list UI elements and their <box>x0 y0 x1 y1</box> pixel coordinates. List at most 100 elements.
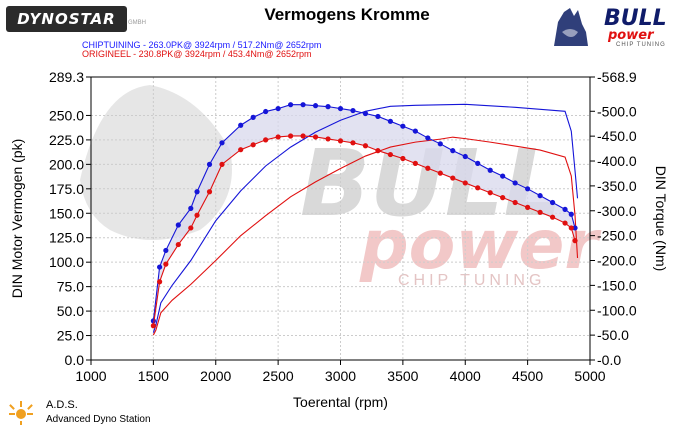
y-right-tick-label: -150.0 <box>597 277 637 293</box>
data-point-power-chiptuining <box>487 167 493 173</box>
data-point-power-chiptuining <box>325 104 331 110</box>
data-point-power-chiptuining <box>337 105 344 112</box>
ads-title: A.D.S. <box>46 399 78 411</box>
y-left-tick-label: 175.0 <box>49 181 84 197</box>
data-point-power-origineel <box>163 261 169 267</box>
y-left-tick-label: 250.0 <box>49 107 84 123</box>
data-point-power-origineel <box>512 199 518 206</box>
data-point-power-origineel <box>300 133 306 139</box>
y-right-axis-label: DIN Torque (Nm) <box>653 166 669 272</box>
data-point-power-chiptuining <box>175 222 181 228</box>
data-point-power-origineel <box>487 190 493 196</box>
x-tick-label: 2500 <box>263 368 294 384</box>
data-point-power-chiptuining <box>412 128 418 134</box>
data-point-power-chiptuining <box>250 114 256 121</box>
data-point-power-chiptuining <box>562 206 568 212</box>
y-right-tick-label: -400.0 <box>597 153 637 169</box>
y-left-tick-label: 75.0 <box>57 279 84 295</box>
data-point-power-chiptuining <box>238 122 244 128</box>
x-tick-label: 1500 <box>138 368 169 384</box>
data-point-power-chiptuining <box>362 110 369 117</box>
data-point-power-chiptuining <box>219 140 225 146</box>
y-left-tick-label: 150.0 <box>49 205 84 221</box>
watermark-chiptuning: CHIP TUNING <box>398 272 545 289</box>
power-gain-area <box>153 104 576 326</box>
data-point-power-chiptuining <box>194 189 200 195</box>
data-point-power-origineel <box>288 133 294 139</box>
data-point-power-origineel <box>549 214 556 220</box>
power-logo-text: power <box>608 28 654 43</box>
data-point-power-origineel <box>337 138 344 144</box>
data-point-power-chiptuining <box>263 108 269 115</box>
data-point-power-chiptuining <box>300 102 306 108</box>
x-tick-label: 5000 <box>574 368 605 384</box>
data-point-power-origineel <box>462 180 468 186</box>
grid <box>90 76 591 361</box>
data-point-power-origineel <box>400 155 406 162</box>
y-right-tick-label: -350.0 <box>597 178 637 194</box>
data-point-power-origineel <box>537 209 543 215</box>
y-right-tick-label: -450.0 <box>597 128 637 144</box>
data-point-power-chiptuining <box>437 141 443 147</box>
data-point-power-chiptuining <box>206 161 213 167</box>
data-point-power-chiptuining <box>549 199 556 206</box>
y-left-tick-label: 0.0 <box>65 352 85 368</box>
dynostar-logo-sub: GMBH <box>128 20 146 26</box>
x-axis-label: Toerental (rpm) <box>293 394 388 410</box>
data-point-power-chiptuining <box>312 103 319 109</box>
data-point-power-origineel <box>206 189 213 195</box>
y-right-tick-label: -568.9 <box>597 69 637 85</box>
data-point-power-chiptuining <box>568 211 574 217</box>
y-right-tick-label: -0.0 <box>597 352 621 368</box>
data-point-power-origineel <box>475 185 481 191</box>
data-point-power-origineel <box>150 323 156 329</box>
data-point-power-chiptuining <box>425 135 431 141</box>
x-tick-label: 3000 <box>325 368 356 384</box>
y-left-tick-label: 289.3 <box>49 69 84 85</box>
y-right-tick-label: -200.0 <box>597 253 637 269</box>
y-left-tick-label: 25.0 <box>57 328 84 344</box>
data-point-power-chiptuining <box>537 193 543 199</box>
data-point-power-chiptuining <box>157 264 163 270</box>
ads-sun-icon <box>9 401 33 425</box>
data-point-power-origineel <box>312 134 319 140</box>
y-left-axis-label: DIN Motor Vermogen (pk) <box>9 139 25 299</box>
data-point-power-origineel <box>375 148 381 154</box>
bull-logo-text: BULL <box>604 6 667 31</box>
data-point-power-origineel <box>562 220 568 226</box>
data-point-power-chiptuining <box>188 205 194 211</box>
data-point-power-origineel <box>412 160 418 166</box>
y-left-tick-label: 225.0 <box>49 132 84 148</box>
data-point-power-origineel <box>350 140 356 146</box>
y-left-tick-label: 50.0 <box>57 303 84 319</box>
data-point-power-origineel <box>157 279 163 285</box>
legend-origineel: ORIGINEEL - 230.8PK@ 3924rpm / 453.4Nm@ … <box>82 49 312 59</box>
data-point-power-origineel <box>387 151 393 158</box>
data-point-power-chiptuining <box>350 107 356 114</box>
data-point-power-origineel <box>219 161 225 167</box>
ads-subtitle: Advanced Dyno Station <box>46 414 151 425</box>
data-point-power-chiptuining <box>375 113 381 120</box>
data-point-power-origineel <box>325 136 331 142</box>
x-tick-label: 4500 <box>512 368 543 384</box>
data-point-power-origineel <box>238 147 244 153</box>
data-point-power-chiptuining <box>288 102 294 108</box>
y-left-tick-label: 100.0 <box>49 254 84 270</box>
data-point-power-chiptuining <box>475 160 481 166</box>
chart-title: Vermogens Kromme <box>264 5 430 24</box>
data-point-power-chiptuining <box>512 180 518 186</box>
x-tick-label: 3500 <box>387 368 418 384</box>
data-point-power-origineel <box>175 241 181 248</box>
dynostar-logo: DYNOSTAR <box>6 6 127 32</box>
data-point-power-origineel <box>194 212 200 218</box>
data-point-power-origineel <box>188 225 194 231</box>
data-point-power-chiptuining <box>450 148 456 154</box>
y-right-tick-label: -50.0 <box>597 327 629 343</box>
data-point-power-chiptuining <box>572 225 578 231</box>
x-tick-label: 1000 <box>75 368 106 384</box>
data-point-power-origineel <box>525 204 531 210</box>
data-point-power-origineel <box>437 170 443 176</box>
data-point-power-origineel <box>500 195 506 201</box>
data-point-power-origineel <box>275 134 281 140</box>
data-point-power-chiptuining <box>525 186 531 192</box>
